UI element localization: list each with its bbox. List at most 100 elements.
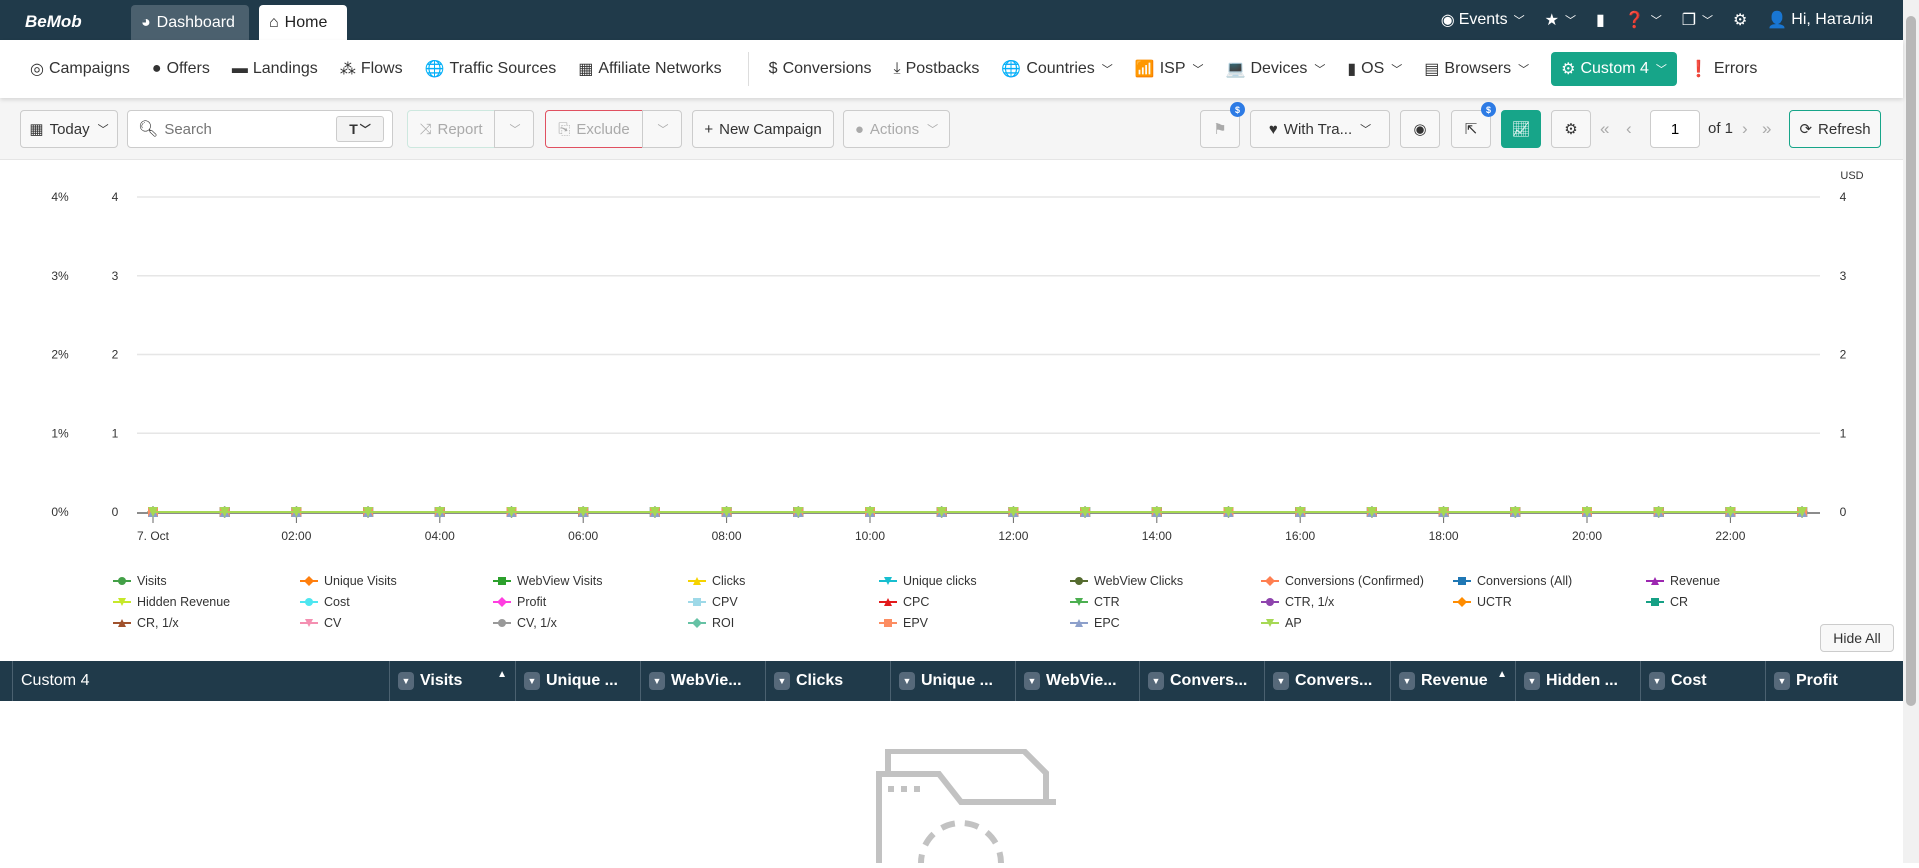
column-header-hidden[interactable]: ▼ Hidden ...: [1515, 661, 1640, 701]
report-button[interactable]: ⤨ Report: [407, 110, 495, 148]
filter-icon[interactable]: ▼: [774, 672, 790, 690]
legend-item[interactable]: CTR, 1/x: [1261, 595, 1334, 609]
legend-item[interactable]: CV: [300, 616, 341, 630]
favorites-menu[interactable]: ★ ﹀: [1545, 10, 1576, 30]
legend-item[interactable]: AP: [1261, 616, 1302, 630]
page-input[interactable]: [1650, 110, 1700, 148]
legend-item[interactable]: CPV: [688, 595, 738, 609]
filter-icon[interactable]: ▼: [649, 672, 665, 690]
settings-button[interactable]: ⚙: [1733, 10, 1747, 30]
next-page-icon[interactable]: ›: [1742, 119, 1748, 138]
exclude-dropdown[interactable]: ﹀: [642, 110, 682, 148]
nav-offers[interactable]: ● Offers: [152, 52, 210, 86]
column-header-visits[interactable]: ▼ Visits ▲: [389, 661, 515, 701]
column-header-convers[interactable]: ▼ Convers...: [1139, 661, 1264, 701]
filter-icon[interactable]: ▼: [524, 672, 540, 690]
copy-menu[interactable]: ❐ ﹀: [1682, 10, 1713, 30]
export-button[interactable]: ⇱ $: [1451, 102, 1496, 148]
legend-item[interactable]: Conversions (Confirmed): [1261, 574, 1424, 588]
legend-item[interactable]: Visits: [113, 574, 167, 588]
column-header-profit[interactable]: ▼ Profit: [1765, 661, 1891, 701]
filter-icon[interactable]: ▼: [398, 672, 414, 690]
legend-item[interactable]: Unique clicks: [879, 574, 977, 588]
nav-flows[interactable]: ⁂ Flows: [340, 52, 403, 86]
search-input[interactable]: [164, 120, 355, 138]
legend-item[interactable]: CV, 1/x: [493, 616, 557, 630]
first-page-icon[interactable]: «: [1600, 119, 1610, 138]
column-header-unique[interactable]: ▼ Unique ...: [890, 661, 1015, 701]
hide-all-button[interactable]: Hide All: [1820, 624, 1894, 652]
filter-icon[interactable]: ▼: [1524, 672, 1540, 690]
column-header-revenue[interactable]: ▼ Revenue ▲: [1390, 661, 1515, 701]
events-menu[interactable]: ◉ Events ﹀: [1441, 10, 1525, 30]
actions-dropdown[interactable]: ● Actions ﹀: [843, 110, 950, 148]
tab-dashboard[interactable]: ◕ Dashboard: [131, 5, 249, 40]
chat-button[interactable]: ▮: [1596, 10, 1605, 30]
nav-os[interactable]: ▮ OS ﹀: [1347, 52, 1402, 86]
sort-asc-icon[interactable]: ▲: [1497, 669, 1507, 680]
nav-countries[interactable]: 🌐 Countries ﹀: [1001, 52, 1112, 86]
legend-item[interactable]: Clicks: [688, 574, 745, 588]
help-menu[interactable]: ❓ ﹀: [1625, 10, 1662, 30]
column-header-clicks[interactable]: ▼ Clicks: [765, 661, 890, 701]
legend-item[interactable]: Cost: [300, 595, 350, 609]
legend-item[interactable]: EPV: [879, 616, 928, 630]
nav-landings[interactable]: ▬ Landings: [232, 52, 318, 86]
prev-page-icon[interactable]: ‹: [1626, 119, 1632, 138]
traffic-filter-dropdown[interactable]: ♥ With Tra... ﹀: [1250, 110, 1390, 148]
nav-postbacks[interactable]: ⤓ Postbacks: [894, 52, 980, 86]
nav-isp[interactable]: 📶 ISP ﹀: [1135, 52, 1204, 86]
legend-item[interactable]: Revenue: [1646, 574, 1720, 588]
nav-devices[interactable]: 💻 Devices ﹀: [1226, 52, 1326, 86]
legend-item[interactable]: CTR: [1070, 595, 1120, 609]
user-menu[interactable]: 👤 Hi, Наталія: [1767, 10, 1873, 30]
scrollbar-thumb[interactable]: [1906, 16, 1916, 706]
nav-conversions[interactable]: $ Conversions: [769, 52, 872, 86]
legend-item[interactable]: Conversions (All): [1453, 574, 1572, 588]
column-header-cost[interactable]: ▼ Cost: [1640, 661, 1765, 701]
legend-item[interactable]: WebView Visits: [493, 574, 602, 588]
legend-item[interactable]: Unique Visits: [300, 574, 397, 588]
filter-icon[interactable]: ▼: [1024, 672, 1040, 690]
view-button[interactable]: ◉: [1400, 110, 1440, 148]
filter-icon[interactable]: ▼: [1649, 672, 1665, 690]
refresh-button[interactable]: ⟳ Refresh: [1789, 110, 1881, 148]
bemob-logo[interactable]: BeMob: [25, 12, 82, 31]
filter-icon[interactable]: ▼: [899, 672, 915, 690]
column-header-convers[interactable]: ▼ Convers...: [1264, 661, 1390, 701]
legend-item[interactable]: Hidden Revenue: [113, 595, 230, 609]
page-scrollbar[interactable]: [1903, 0, 1919, 863]
nav-errors[interactable]: ❗ Errors: [1689, 52, 1757, 86]
search-type-dropdown[interactable]: T ﹀: [336, 116, 384, 142]
legend-item[interactable]: ROI: [688, 616, 734, 630]
nav-affiliate-networks[interactable]: ▦ Affiliate Networks: [578, 52, 721, 86]
legend-item[interactable]: UCTR: [1453, 595, 1512, 609]
flag-button[interactable]: ⚑ $: [1200, 102, 1245, 148]
nav-traffic-sources[interactable]: 🌐 Traffic Sources: [425, 52, 557, 86]
report-dropdown[interactable]: ﹀: [494, 110, 534, 148]
tab-home[interactable]: ⌂ Home: [259, 5, 347, 40]
column-header-unique[interactable]: ▼ Unique ...: [515, 661, 640, 701]
column-header-webvie[interactable]: ▼ WebVie...: [640, 661, 765, 701]
last-page-icon[interactable]: »: [1762, 119, 1772, 138]
chart-toggle-button[interactable]: 📈︎: [1501, 110, 1541, 148]
column-settings-button[interactable]: ⚙: [1551, 110, 1591, 148]
filter-icon[interactable]: ▼: [1273, 672, 1289, 690]
legend-item[interactable]: CPC: [879, 595, 929, 609]
date-range-dropdown[interactable]: ▦ Today ﹀: [20, 110, 118, 148]
exclude-button[interactable]: ⎘ Exclude: [545, 110, 643, 148]
filter-icon[interactable]: ▼: [1399, 672, 1415, 690]
nav-campaigns[interactable]: ◎ Campaigns: [30, 52, 130, 86]
legend-item[interactable]: CR: [1646, 595, 1688, 609]
nav-browsers[interactable]: ▤ Browsers ﹀: [1424, 52, 1529, 86]
legend-item[interactable]: CR, 1/x: [113, 616, 179, 630]
legend-item[interactable]: WebView Clicks: [1070, 574, 1183, 588]
filter-icon[interactable]: ▼: [1148, 672, 1164, 690]
legend-item[interactable]: Profit: [493, 595, 546, 609]
column-header-webvie[interactable]: ▼ WebVie...: [1015, 661, 1139, 701]
sort-asc-icon[interactable]: ▲: [497, 669, 507, 680]
new-campaign-button[interactable]: + New Campaign: [692, 110, 834, 148]
legend-item[interactable]: EPC: [1070, 616, 1120, 630]
nav-custom-4[interactable]: ⚙ Custom 4 ﹀: [1551, 52, 1677, 86]
filter-icon[interactable]: ▼: [1774, 672, 1790, 690]
